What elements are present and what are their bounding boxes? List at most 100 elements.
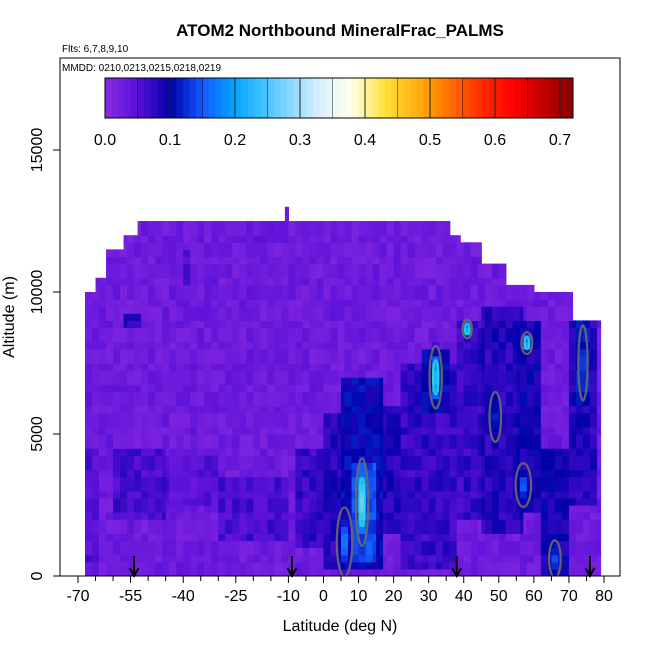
heatmap-cell (151, 235, 156, 243)
heatmap-cell (172, 512, 177, 520)
heatmap-cell (228, 327, 233, 336)
heatmap-cell (288, 483, 293, 492)
heatmap-cell (130, 313, 135, 321)
heatmap-cell (95, 519, 100, 527)
heatmap-cell (200, 405, 205, 414)
heatmap-cell (120, 284, 125, 293)
heatmap-cell (99, 292, 104, 300)
heatmap-cell (418, 370, 423, 378)
heatmap-cell (144, 561, 149, 570)
heatmap-cell (383, 277, 388, 286)
heatmap-cell (404, 320, 409, 329)
heatmap-cell (323, 448, 328, 456)
heatmap-cell (341, 405, 346, 414)
heatmap-cell (407, 235, 412, 243)
heatmap-cell (386, 519, 391, 527)
heatmap-cell (162, 306, 167, 314)
heatmap-cell (113, 540, 118, 549)
heatmap-cell (439, 540, 444, 549)
heatmap-cell (333, 256, 339, 265)
heatmap-cell (141, 512, 146, 520)
heatmap-cell (155, 292, 160, 300)
heatmap-cell (204, 519, 209, 527)
heatmap-cell (390, 547, 395, 556)
heatmap-cell (397, 526, 402, 534)
heatmap-cell (344, 441, 349, 449)
heatmap-cell (200, 228, 205, 236)
heatmap-cell (355, 540, 360, 549)
heatmap-cell (358, 327, 363, 336)
heatmap-cell (390, 462, 395, 471)
heatmap-cell (253, 277, 258, 286)
heatmap-cell (277, 540, 282, 549)
heatmap-cell (393, 526, 398, 534)
heatmap-cell (309, 284, 314, 293)
heatmap-cell (386, 455, 391, 463)
heatmap-cell (120, 455, 125, 463)
heatmap-cell (242, 497, 247, 506)
heatmap-cell (239, 490, 244, 499)
heatmap-cell (435, 355, 440, 364)
heatmap-cell (277, 270, 282, 279)
heatmap-cell (341, 377, 346, 385)
heatmap-cell (281, 370, 286, 378)
heatmap-cell (260, 292, 265, 300)
heatmap-cell (355, 554, 360, 563)
heatmap-cell (288, 519, 293, 527)
heatmap-cell (256, 363, 261, 371)
heatmap-cell (348, 497, 353, 506)
heatmap-cell (404, 242, 409, 250)
heatmap-cell (435, 490, 440, 499)
heatmap-cell (277, 263, 282, 272)
heatmap-cell (316, 547, 321, 556)
heatmap-cell (239, 540, 244, 549)
heatmap-cell (204, 547, 209, 556)
heatmap-cell (383, 526, 388, 534)
heatmap-cell (330, 277, 335, 286)
heatmap-cell (256, 221, 261, 229)
heatmap-cell (439, 505, 444, 513)
heatmap-cell (242, 299, 247, 307)
heatmap-cell (179, 348, 184, 357)
heatmap-cell (351, 320, 356, 329)
heatmap-cell (127, 547, 132, 556)
heatmap-cell (214, 405, 219, 414)
heatmap-cell (351, 292, 356, 300)
heatmap-cell (330, 469, 335, 478)
heatmap-cell (421, 483, 426, 492)
heatmap-cell (400, 568, 405, 576)
heatmap-cell (200, 277, 205, 286)
heatmap-cell (376, 363, 381, 371)
heatmap-cell (242, 455, 247, 463)
heatmap-cell (365, 384, 370, 392)
heatmap-cell (246, 568, 251, 576)
heatmap-cell (179, 476, 184, 485)
heatmap-cell (260, 341, 265, 350)
heatmap-cell (176, 221, 181, 229)
heatmap-cell (172, 497, 177, 506)
heatmap-cell (397, 320, 402, 329)
heatmap-cell (113, 419, 118, 428)
heatmap-cell (372, 377, 377, 385)
heatmap-cell (390, 299, 395, 307)
heatmap-cell (358, 370, 363, 378)
heatmap-cell (144, 327, 149, 336)
heatmap-cell (376, 426, 381, 435)
heatmap-cell (312, 235, 318, 243)
heatmap-cell (358, 249, 363, 258)
heatmap-cell (99, 490, 104, 499)
heatmap-cell (137, 434, 142, 442)
heatmap-cell (277, 384, 282, 392)
heatmap-cell (253, 270, 258, 279)
heatmap-cell (165, 327, 170, 336)
heatmap-cell (421, 242, 426, 250)
heatmap-cell (186, 554, 191, 563)
heatmap-cell (291, 483, 297, 492)
heatmap-cell (425, 462, 430, 471)
heatmap-cell (302, 568, 307, 576)
heatmap-cell (218, 348, 223, 357)
heatmap-cell (155, 263, 160, 272)
heatmap-cell (407, 270, 412, 279)
heatmap-cell (439, 483, 444, 492)
heatmap-cell (92, 441, 97, 449)
